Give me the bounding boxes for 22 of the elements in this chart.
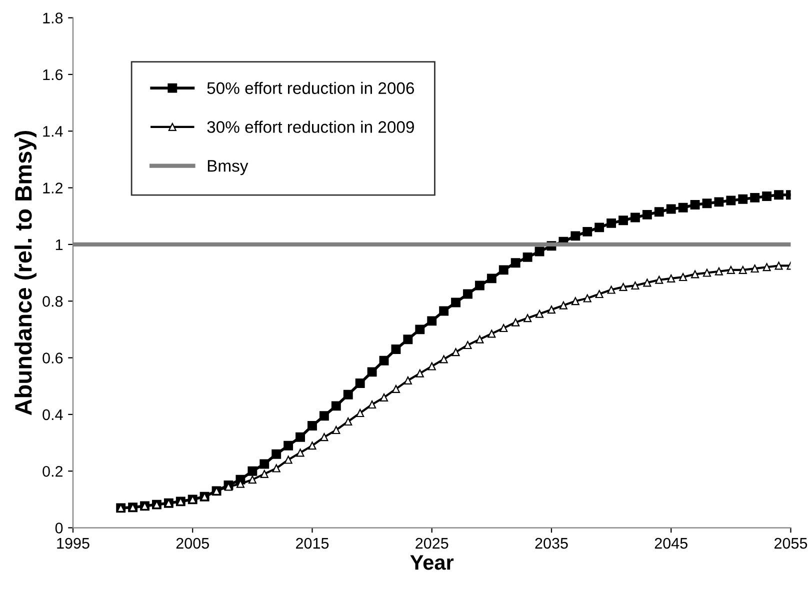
x-tick-label: 2055	[774, 538, 808, 549]
y-tick-label: 1.2	[43, 182, 63, 194]
legend-label: 30% effort reduction in 2009	[207, 120, 414, 133]
legend-label: 50% effort reduction in 2006	[207, 82, 414, 94]
y-tick-label: 0.2	[42, 466, 63, 477]
x-tick-label: 2035	[535, 538, 568, 549]
y-tick-label: 1	[56, 239, 63, 250]
y-tick-label: 0.4	[42, 409, 63, 420]
y-tick-label: 0.6	[42, 352, 63, 364]
x-tick-label: 2025	[416, 538, 448, 549]
x-axis-title: Year	[410, 555, 454, 570]
legend-label: Bmsy	[208, 160, 248, 176]
y-tick-label: 1.4	[43, 126, 63, 137]
y-tick-label: 1.6	[43, 69, 63, 80]
x-tick-label: 2015	[296, 538, 329, 549]
y-tick-label: 1.8	[43, 12, 63, 24]
x-tick-label: 2045	[654, 538, 688, 549]
x-tick-label: 2005	[176, 538, 209, 549]
y-tick-label: 0	[55, 522, 63, 534]
x-tick-label: 1995	[57, 538, 90, 549]
y-axis-title: Abundance (rel. to Bmsy)	[14, 130, 36, 416]
y-tick-label: 0.8	[42, 296, 63, 307]
